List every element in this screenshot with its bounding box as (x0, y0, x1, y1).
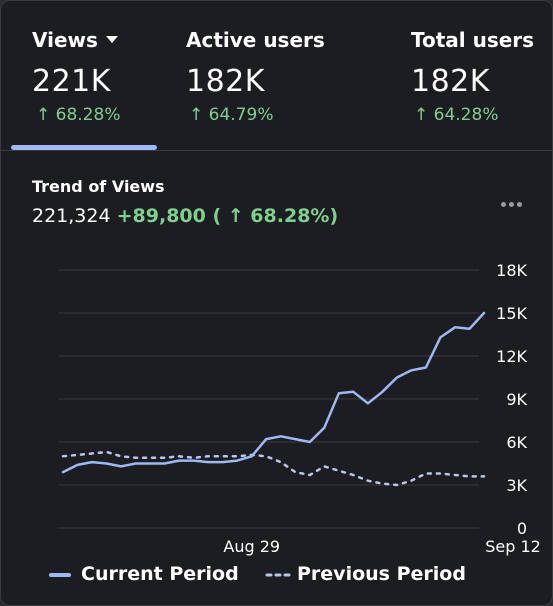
tab-active-users-delta: ↑ 64.79% (189, 105, 274, 125)
dotted-line-icon (265, 573, 291, 577)
x-tick-label: Aug 29 (223, 537, 280, 556)
tab-active-users-value: 182K (186, 64, 265, 99)
tab-total-users-label: Total users (411, 28, 535, 52)
tab-total-users-delta: ↑ 64.28% (414, 105, 499, 125)
tab-views-value: 221K (32, 64, 111, 99)
y-tick-label: 12K (496, 347, 527, 366)
trend-summary: 221,324 +89,800 ( ↑ 68.28%) (32, 205, 338, 227)
previous-period-line (61, 450, 486, 487)
tab-total-users[interactable]: Total users 182K ↑ 64.28% (381, 1, 552, 151)
views-trend-chart: 0 3K 6K 9K 12K 15K 18K Aug 29 Sep 12 (59, 261, 541, 556)
chevron-down-icon[interactable] (105, 36, 118, 43)
tab-total-users-value: 182K (411, 64, 490, 99)
y-tick-label: 15K (496, 304, 527, 323)
active-tab-indicator (11, 145, 157, 150)
tabs-divider (1, 150, 552, 151)
more-options-icon[interactable] (498, 195, 528, 215)
y-tick-label: 0 (517, 519, 527, 538)
legend-previous-label: Previous Period (297, 563, 466, 585)
tab-active-users-label: Active users (186, 28, 325, 52)
legend-current-label: Current Period (81, 563, 239, 585)
y-tick-label: 3K (506, 476, 527, 495)
current-period-line (61, 311, 486, 474)
tab-views-label: Views (32, 28, 98, 52)
tab-views[interactable]: Views 221K ↑ 68.28% (1, 1, 171, 151)
tab-views-label-row[interactable]: Views (32, 28, 118, 52)
trend-total: 221,324 (32, 205, 111, 227)
y-tick-label: 18K (496, 261, 527, 280)
solid-line-icon (49, 573, 71, 577)
y-tick-label: 9K (506, 390, 527, 409)
trend-title: Trend of Views (32, 177, 165, 196)
trend-change: +89,800 ( ↑ 68.28%) (116, 205, 339, 227)
y-tick-label: 6K (506, 433, 527, 452)
tab-active-users[interactable]: Active users 182K ↑ 64.79% (171, 1, 381, 151)
x-tick-label: Sep 12 (485, 537, 541, 556)
tab-views-delta: ↑ 68.28% (36, 105, 121, 125)
metric-tabs: Views 221K ↑ 68.28% Active users 182K ↑ … (1, 1, 552, 151)
